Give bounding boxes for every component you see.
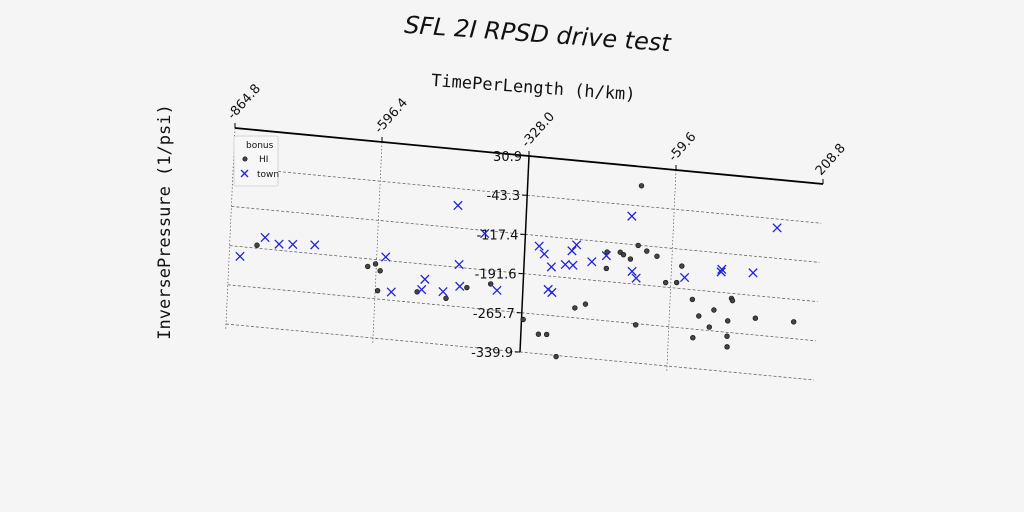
- data-point-town: [534, 241, 544, 251]
- data-point-hi: [535, 331, 542, 337]
- plot-area: -864.8 -596.4 -328.0 -59.6 208.830.9-43.3-11…: [225, 81, 849, 381]
- data-point-hi: [520, 316, 526, 323]
- data-point-hi: [487, 281, 494, 287]
- legend-marker-town: [240, 169, 249, 178]
- data-point-hi: [696, 313, 702, 319]
- data-point-hi: [572, 305, 578, 311]
- data-point-town: [772, 223, 782, 233]
- data-point-hi: [635, 242, 641, 249]
- x-tick-label: -328.0: [519, 109, 558, 150]
- data-point-town: [492, 285, 502, 296]
- data-point-town: [748, 268, 758, 278]
- data-point-town: [546, 262, 557, 272]
- data-point-town: [416, 284, 427, 295]
- legend-title: bonus: [246, 141, 274, 151]
- data-point-town: [288, 239, 298, 250]
- data-point-hi: [254, 242, 260, 248]
- y-axis-line: [519, 155, 530, 353]
- data-point-hi: [638, 183, 645, 189]
- data-point-hi: [582, 301, 589, 307]
- data-point-hi: [377, 268, 383, 274]
- data-point-town: [455, 281, 465, 291]
- data-point-hi: [729, 297, 736, 304]
- data-point-town: [587, 257, 597, 267]
- data-point-town: [601, 251, 612, 261]
- data-point-hi: [679, 263, 685, 269]
- data-point-hi: [662, 279, 669, 286]
- data-point-town: [381, 252, 391, 262]
- data-point-hi: [724, 344, 730, 350]
- data-point-hi: [690, 335, 696, 341]
- legend-marker-hi: [242, 156, 248, 162]
- data-point-hi: [365, 263, 371, 270]
- data-point-hi: [644, 248, 650, 254]
- data-point-hi: [543, 331, 550, 338]
- data-point-town: [560, 259, 570, 270]
- data-point-hi: [620, 251, 627, 258]
- y-tick-label: -265.7: [473, 307, 515, 322]
- grid-line-x: [372, 141, 383, 345]
- data-point-hi: [374, 288, 381, 294]
- y-tick-label: 30.9: [493, 150, 522, 165]
- y-axis-label: InversePressure (1/psi): [155, 104, 175, 339]
- data-point-hi: [706, 324, 712, 330]
- data-point-town: [568, 260, 578, 270]
- data-point-town: [539, 249, 549, 259]
- data-point-hi: [790, 319, 797, 325]
- x-axis-label: TimePerLength (h/km): [431, 71, 637, 105]
- data-point-hi: [372, 261, 379, 267]
- data-point-hi: [603, 265, 610, 272]
- data-point-hi: [752, 315, 759, 321]
- data-point-hi: [632, 322, 639, 328]
- y-tick-label: -339.9: [471, 346, 513, 361]
- data-point-town: [627, 266, 637, 277]
- data-point-hi: [673, 279, 680, 286]
- legend-label-town: town: [257, 170, 279, 180]
- data-point-hi: [464, 284, 470, 291]
- data-point-hi: [711, 307, 717, 313]
- chart-title: SFL 2I RPSD drive test: [403, 11, 673, 58]
- data-point-hi: [553, 353, 559, 360]
- data-point-town: [480, 228, 490, 239]
- y-tick-label: -191.6: [475, 268, 517, 283]
- data-point-town: [420, 274, 430, 284]
- data-point-town: [274, 239, 284, 249]
- legend: bonus HI town: [233, 135, 279, 187]
- data-point-town: [438, 286, 448, 297]
- data-point-hi: [724, 333, 730, 339]
- x-tick-label: 208.8: [813, 141, 849, 179]
- x-tick-label: -596.4: [372, 95, 411, 136]
- legend-label-hi: HI: [259, 155, 268, 165]
- data-point-town: [547, 287, 557, 298]
- data-point-hi: [689, 296, 696, 303]
- data-point-town: [627, 211, 637, 221]
- data-point-town: [453, 200, 463, 211]
- data-point-hi: [443, 295, 449, 301]
- data-point-town: [386, 287, 396, 297]
- data-point-town: [567, 246, 577, 256]
- grid-line-x: [225, 127, 236, 331]
- data-point-town: [260, 232, 270, 243]
- data-point-town: [716, 267, 726, 277]
- data-point-hi: [654, 253, 660, 259]
- x-tick-label: -864.8: [225, 81, 264, 122]
- data-point-town: [679, 272, 690, 283]
- data-point-town: [571, 240, 582, 250]
- x-tick-label: -59.6: [666, 130, 700, 165]
- data-point-town: [717, 264, 727, 275]
- y-tick-label: -43.3: [487, 189, 521, 204]
- data-point-town: [631, 273, 641, 283]
- data-point-town: [310, 240, 320, 250]
- grid-line-x: [666, 169, 677, 373]
- data-point-hi: [627, 256, 634, 262]
- data-point-town: [454, 259, 464, 270]
- data-point-town: [235, 251, 245, 262]
- data-point-hi: [725, 318, 731, 324]
